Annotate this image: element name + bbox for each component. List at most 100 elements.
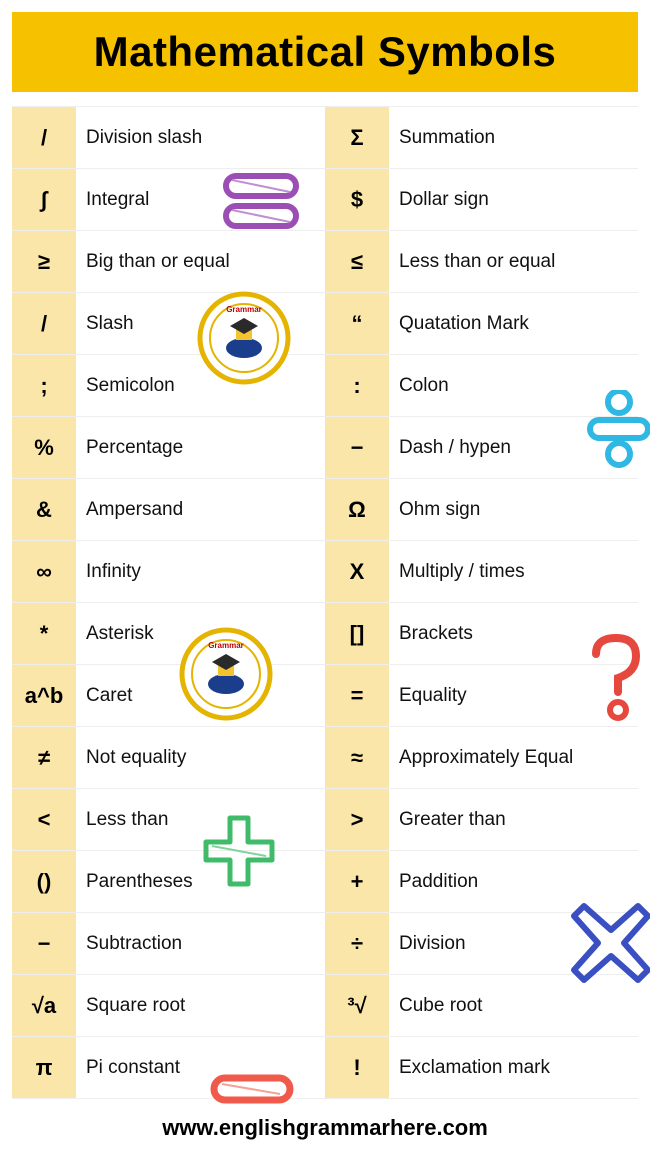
table-row: >Greater than [325,789,638,851]
table-row: ∞Infinity [12,541,325,603]
table-row: []Brackets [325,603,638,665]
right-column: ΣSummation$Dollar sign≤Less than or equa… [325,107,638,1099]
table-row: ≠Not equality [12,727,325,789]
symbol-cell: = [325,665,389,726]
left-column: /Division slash∫Integral≥Big than or equ… [12,107,325,1099]
symbol-cell: − [12,913,76,974]
label-cell: Parentheses [76,864,203,900]
label-cell: Less than or equal [389,244,565,280]
label-cell: Division [389,926,476,962]
label-cell: Greater than [389,802,516,838]
table-row: ∫Integral [12,169,325,231]
table-row: <Less than [12,789,325,851]
table-row: −Dash / hypen [325,417,638,479]
label-cell: Paddition [389,864,488,900]
symbol-cell: ; [12,355,76,416]
symbol-cell: ! [325,1037,389,1098]
table-row: &Ampersand [12,479,325,541]
table-row: ³√Cube root [325,975,638,1037]
symbol-cell: % [12,417,76,478]
symbol-cell: * [12,603,76,664]
label-cell: Asterisk [76,616,164,652]
symbol-cell: X [325,541,389,602]
label-cell: Integral [76,182,159,218]
label-cell: Pi constant [76,1050,190,1086]
symbol-cell: “ [325,293,389,354]
table-row: /Division slash [12,107,325,169]
label-cell: Big than or equal [76,244,240,280]
label-cell: Division slash [76,120,212,156]
page-title: Mathematical Symbols [94,28,557,76]
symbol-cell: ÷ [325,913,389,974]
label-cell: Percentage [76,430,193,466]
table-row: ()Parentheses [12,851,325,913]
symbol-cell: < [12,789,76,850]
symbol-cell: Ω [325,479,389,540]
label-cell: Cube root [389,988,492,1024]
title-banner: Mathematical Symbols [12,12,638,92]
table-row: πPi constant [12,1037,325,1099]
symbol-cell: ≤ [325,231,389,292]
table-row: ≥Big than or equal [12,231,325,293]
table-row: ÷Division [325,913,638,975]
table-row: √aSquare root [12,975,325,1037]
symbol-cell: − [325,417,389,478]
label-cell: Caret [76,678,142,714]
table-row: −Subtraction [12,913,325,975]
symbol-cell: ∞ [12,541,76,602]
label-cell: Dollar sign [389,182,499,218]
label-cell: Summation [389,120,505,156]
label-cell: Ampersand [76,492,193,528]
label-cell: Colon [389,368,459,404]
label-cell: Semicolon [76,368,185,404]
table-row: /Slash [12,293,325,355]
label-cell: Exclamation mark [389,1050,560,1086]
label-cell: Quatation Mark [389,306,539,342]
footer-url: www.englishgrammarhere.com [0,1099,650,1141]
symbol-cell: ∫ [12,169,76,230]
symbol-cell: / [12,293,76,354]
label-cell: Equality [389,678,477,714]
symbol-cell: ³√ [325,975,389,1036]
symbol-cell: & [12,479,76,540]
symbol-cell: + [325,851,389,912]
symbol-cell: > [325,789,389,850]
table-row: ΣSummation [325,107,638,169]
label-cell: Ohm sign [389,492,490,528]
table-row: =Equality [325,665,638,727]
table-row: ≤Less than or equal [325,231,638,293]
symbol-cell: / [12,107,76,168]
symbol-cell: $ [325,169,389,230]
table-row: *Asterisk [12,603,325,665]
label-cell: Infinity [76,554,151,590]
symbol-cell: [] [325,603,389,664]
symbol-cell: ≥ [12,231,76,292]
symbol-cell: a^b [12,665,76,726]
symbol-cell: ≠ [12,727,76,788]
table-row: +Paddition [325,851,638,913]
label-cell: Subtraction [76,926,192,962]
table-row: ;Semicolon [12,355,325,417]
label-cell: Less than [76,802,178,838]
symbol-cell: π [12,1037,76,1098]
table-row: $Dollar sign [325,169,638,231]
table-row: !Exclamation mark [325,1037,638,1099]
label-cell: Dash / hypen [389,430,521,466]
symbol-cell: : [325,355,389,416]
label-cell: Multiply / times [389,554,535,590]
label-cell: Not equality [76,740,196,776]
table-row: “Quatation Mark [325,293,638,355]
table-row: ≈Approximately Equal [325,727,638,789]
table-row: ΩOhm sign [325,479,638,541]
symbol-cell: √a [12,975,76,1036]
symbol-cell: () [12,851,76,912]
table-row: %Percentage [12,417,325,479]
label-cell: Square root [76,988,195,1024]
table-row: :Colon [325,355,638,417]
symbol-cell: Σ [325,107,389,168]
label-cell: Slash [76,306,144,342]
label-cell: Approximately Equal [389,740,583,776]
table-row: a^bCaret [12,665,325,727]
table-row: XMultiply / times [325,541,638,603]
symbol-cell: ≈ [325,727,389,788]
